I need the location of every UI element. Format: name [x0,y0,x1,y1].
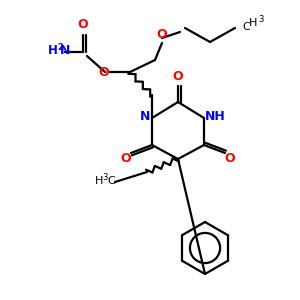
Text: 3: 3 [102,172,108,182]
Text: O: O [173,70,183,83]
Text: O: O [157,28,167,40]
Text: C: C [242,22,250,32]
Text: NH: NH [205,110,225,124]
Text: O: O [78,19,88,32]
Text: H: H [95,176,103,186]
Text: N: N [140,110,150,124]
Text: 3: 3 [258,16,264,25]
Text: N: N [60,44,70,58]
Text: O: O [99,65,109,79]
Text: 2: 2 [57,43,63,52]
Text: O: O [225,152,235,164]
Text: H: H [249,18,257,28]
Text: O: O [121,152,131,164]
Text: C: C [107,176,115,186]
Text: H: H [48,44,58,58]
